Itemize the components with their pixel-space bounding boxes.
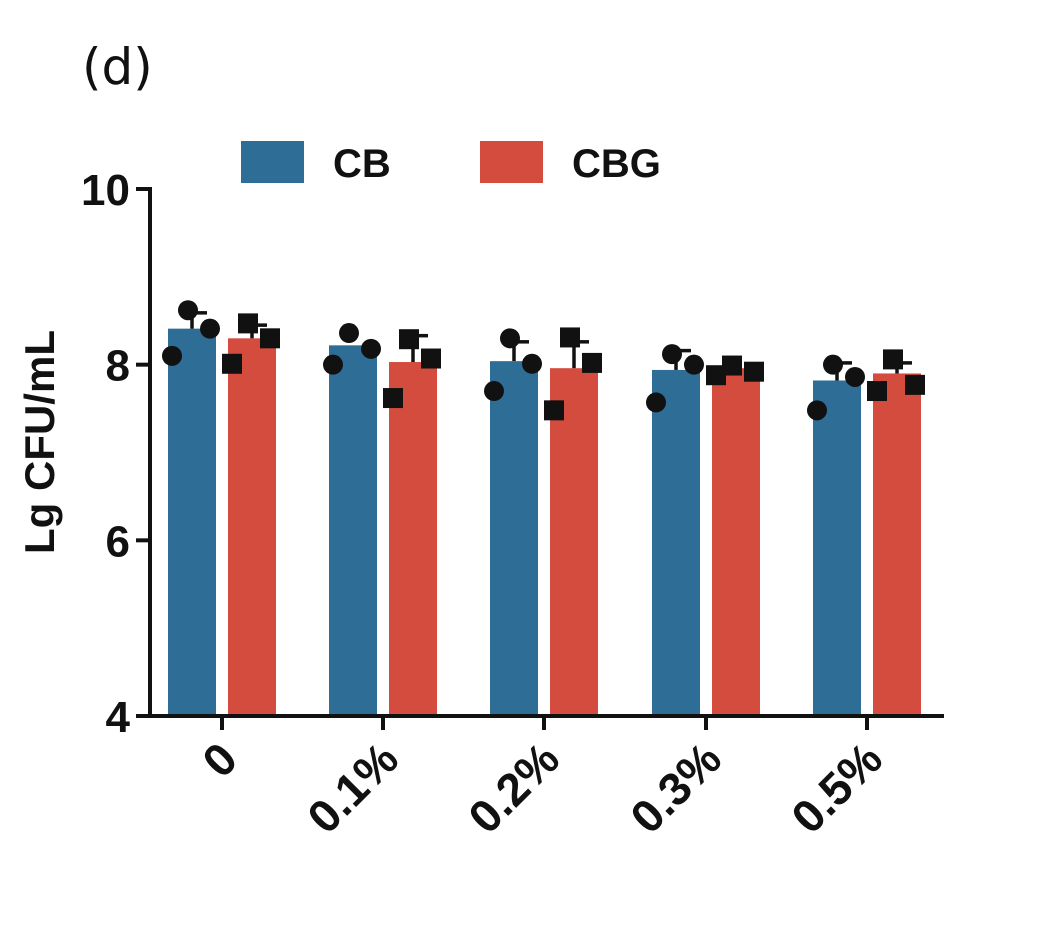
point-cbg-4-0 — [883, 349, 903, 370]
point-cb-3-1 — [646, 392, 666, 413]
point-cb-0-0 — [178, 300, 198, 321]
point-cbg-1-1 — [383, 388, 403, 409]
point-cbg-3-2 — [744, 361, 764, 382]
y-tick-label-6: 6 — [106, 517, 130, 566]
point-cb-3-0 — [662, 344, 682, 365]
bar-cb-2 — [490, 361, 538, 716]
x-tick-label-4: 0.5% — [781, 732, 892, 843]
point-cbg-4-2 — [905, 374, 925, 395]
point-cb-4-2 — [845, 366, 865, 387]
y-tick-label-10: 10 — [81, 166, 130, 215]
point-cb-0-2 — [200, 318, 220, 339]
bar-cbg-4 — [873, 373, 921, 716]
bars — [168, 328, 921, 716]
x-tick-label-3: 0.3% — [620, 732, 731, 843]
point-cb-3-2 — [684, 354, 704, 375]
point-cb-1-0 — [339, 323, 359, 344]
y-ticks: 4 6 8 10 — [81, 166, 150, 742]
bar-cbg-2 — [550, 368, 598, 716]
y-tick-label-4: 4 — [106, 693, 131, 742]
bar-cb-1 — [329, 345, 377, 716]
bar-cb-3 — [652, 369, 700, 716]
point-cb-4-1 — [807, 400, 827, 421]
bar-cbg-3 — [712, 368, 760, 716]
legend-label-cb: CB — [333, 142, 391, 186]
x-tick-label-0: 0 — [192, 732, 247, 787]
point-cbg-2-1 — [544, 400, 564, 421]
point-cbg-0-1 — [222, 353, 242, 374]
point-cbg-1-0 — [399, 329, 419, 350]
panel-label: (d) — [82, 38, 153, 96]
point-cbg-2-2 — [582, 352, 602, 373]
bar-cbg-0 — [228, 338, 276, 716]
point-cb-2-0 — [500, 328, 520, 349]
point-cb-4-0 — [823, 354, 843, 375]
legend: CB CBG — [241, 141, 661, 186]
bar-cbg-1 — [389, 362, 437, 716]
legend-swatch-cb — [241, 141, 304, 183]
point-cbg-0-2 — [260, 328, 280, 349]
legend-swatch-cbg — [480, 141, 543, 183]
y-axis-title: Lg CFU/mL — [16, 330, 63, 554]
point-cbg-3-1 — [706, 365, 726, 386]
point-cbg-2-0 — [560, 327, 580, 348]
legend-label-cbg: CBG — [572, 142, 661, 186]
point-cb-2-1 — [484, 381, 504, 402]
point-cbg-4-1 — [867, 381, 887, 402]
data-points — [162, 300, 925, 421]
x-tick-label-1: 0.1% — [297, 732, 408, 843]
bar-cb-4 — [813, 380, 861, 716]
point-cbg-0-0 — [238, 313, 258, 334]
point-cb-2-2 — [522, 353, 542, 374]
y-tick-label-8: 8 — [106, 342, 130, 391]
bar-cb-0 — [168, 328, 216, 716]
point-cb-0-1 — [162, 345, 182, 366]
point-cb-1-1 — [323, 354, 343, 375]
point-cb-1-2 — [361, 338, 381, 359]
x-tick-label-2: 0.2% — [458, 732, 569, 843]
x-ticks: 0 0.1% 0.2% 0.3% 0.5% — [192, 716, 892, 843]
point-cbg-3-0 — [722, 355, 742, 376]
point-cbg-1-2 — [421, 348, 441, 369]
